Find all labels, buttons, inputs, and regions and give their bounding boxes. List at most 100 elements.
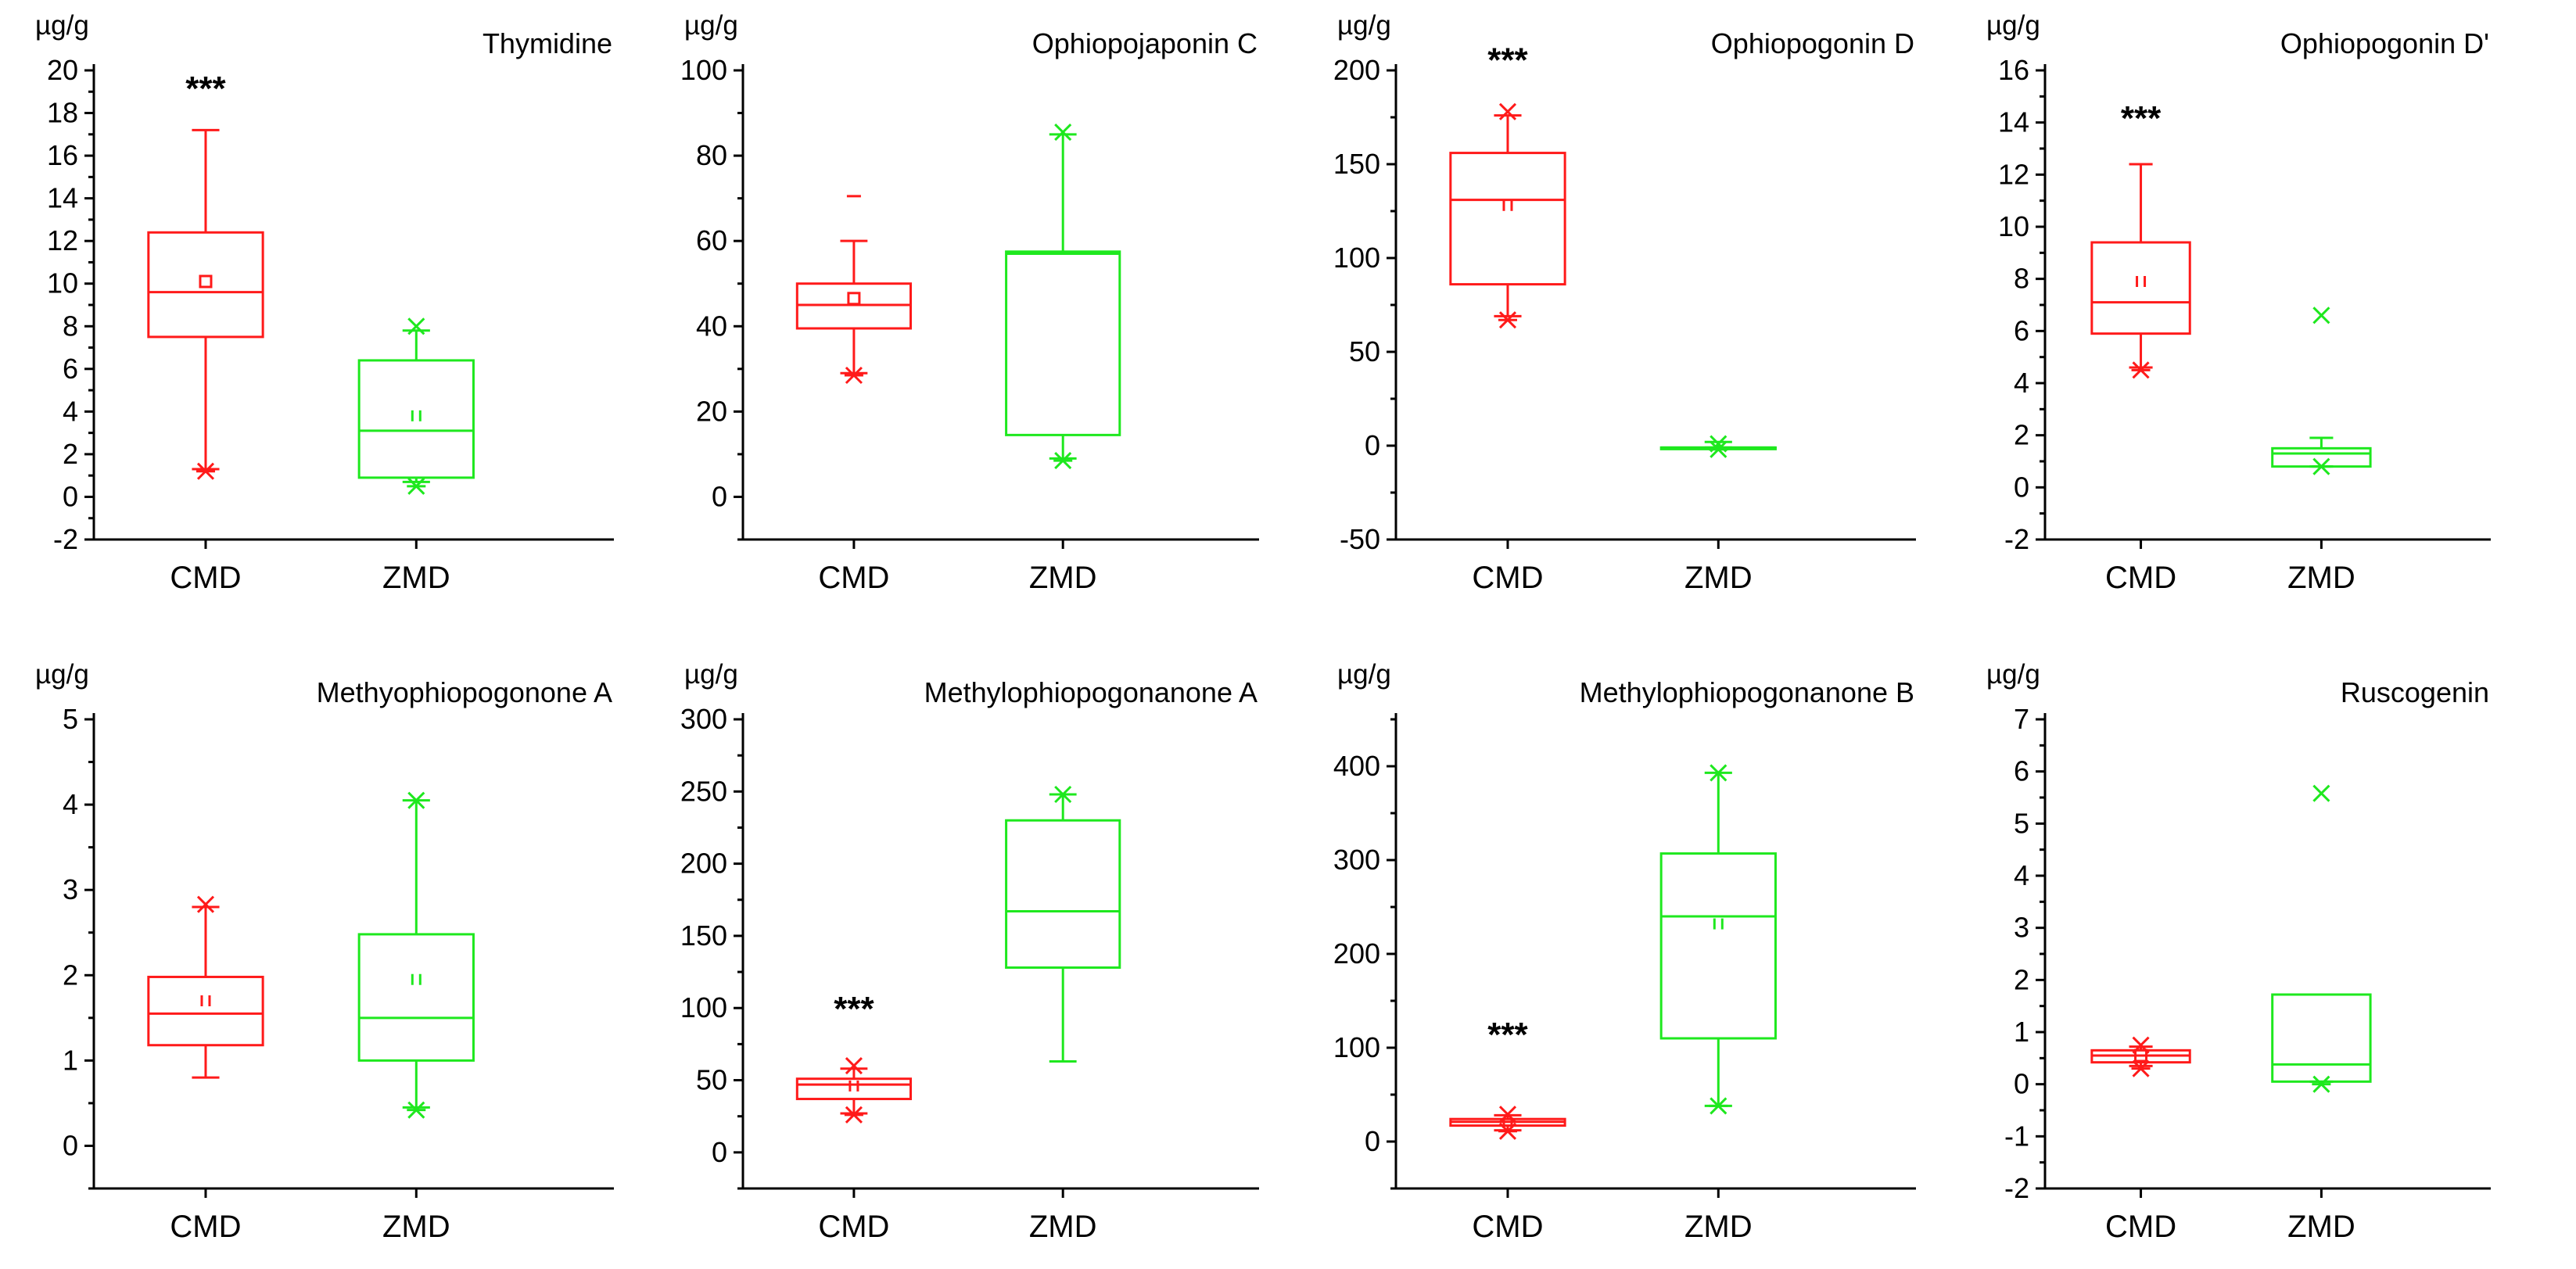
y-tick-label: 3	[63, 873, 78, 905]
significance-label: ***	[185, 70, 226, 108]
box-cmd	[1449, 1106, 1566, 1140]
box-zmd	[2271, 306, 2372, 475]
y-tick-label: 0	[1365, 1125, 1380, 1157]
chart-title: Methylophiopogonanone A	[924, 676, 1258, 708]
y-tick-label: 1	[63, 1044, 78, 1076]
y-tick-label: 4	[2014, 859, 2029, 891]
x-category-label: ZMD	[382, 561, 450, 595]
outlier-high-marker-b	[196, 895, 215, 913]
chart-title: Ruscogenin	[2341, 676, 2489, 708]
y-tick-label: 2	[2014, 963, 2029, 995]
y-tick-label: 1	[2014, 1016, 2029, 1048]
x-category-label: CMD	[1472, 1210, 1543, 1244]
outlier-high-marker-b	[1054, 785, 1072, 804]
y-tick-label: 4	[2014, 367, 2029, 399]
box-iqr	[357, 933, 475, 1062]
outlier-high-marker-b	[2132, 1036, 2150, 1054]
y-tick-label: 100	[1333, 242, 1380, 274]
box-zmd	[357, 791, 475, 1119]
box-zmd	[1659, 764, 1777, 1115]
y-tick-label: 0	[2014, 471, 2029, 503]
y-tick-label: 150	[680, 919, 727, 952]
box-zmd	[357, 317, 475, 495]
y-tick-label: -2	[2004, 1172, 2029, 1204]
box-cmd	[1449, 102, 1566, 329]
box-iqr	[795, 1077, 912, 1101]
y-tick-label: 100	[680, 54, 727, 86]
significance-label: ***	[834, 990, 874, 1028]
y-tick-label: 8	[63, 310, 78, 342]
x-category-label: ZMD	[1029, 1210, 1097, 1244]
outlier-high-marker-b	[2312, 784, 2330, 802]
y-unit-label: µg/g	[684, 10, 738, 41]
y-tick-label: 300	[680, 703, 727, 735]
chart-panel-7: µg/g Methylophiopogonanone B 0 100 200 300 400…	[1333, 659, 1916, 1244]
y-tick-label: 20	[696, 395, 727, 427]
y-tick-label: 0	[712, 1136, 727, 1168]
chart-title: Ophiopogonin D'	[2280, 27, 2489, 59]
chart-title: Ophiopojaponin C	[1032, 27, 1258, 59]
chart-panel-3: µg/g Ophiopogonin D -50 0 50 100 150 200 CMD ZMD *…	[1333, 10, 1916, 595]
y-tick-label: 40	[696, 310, 727, 342]
x-category-label: CMD	[1472, 561, 1543, 595]
x-category-label: CMD	[2105, 561, 2176, 595]
outlier-high-marker-b	[1710, 435, 1727, 453]
y-tick-label: 10	[47, 267, 78, 299]
outlier-high-marker-b	[1710, 764, 1727, 782]
x-category-label: CMD	[170, 1210, 241, 1244]
y-tick-label: 8	[2014, 263, 2029, 295]
y-tick-label: 18	[47, 97, 78, 129]
y-tick-label: 50	[1349, 335, 1380, 367]
y-unit-label: µg/g	[1986, 10, 2040, 41]
mean-marker	[2134, 1049, 2148, 1063]
x-category-label: ZMD	[1684, 1210, 1753, 1244]
y-tick-label: 4	[63, 788, 78, 820]
y-tick-label: 6	[2014, 755, 2029, 787]
box-cmd	[147, 895, 264, 1079]
mean-marker	[847, 292, 861, 306]
y-tick-label: 5	[2014, 807, 2029, 839]
box-zmd	[1005, 785, 1121, 1063]
y-tick-label: 0	[63, 1129, 78, 1161]
box-cmd	[795, 1057, 912, 1124]
y-tick-label: 14	[47, 182, 78, 214]
y-unit-label: µg/g	[1337, 10, 1391, 41]
y-tick-label: 12	[47, 224, 78, 256]
chart-title: Methylophiopogonanone B	[1580, 676, 1914, 708]
significance-label: ***	[1487, 41, 1528, 80]
x-category-label: ZMD	[1684, 561, 1753, 595]
y-tick-label: -50	[1340, 523, 1380, 555]
y-tick-label: 50	[696, 1064, 727, 1096]
chart-title: Thymidine	[483, 27, 612, 59]
chart-panel-6: µg/g Methylophiopogonanone A 0 50 100 150 200 2…	[680, 659, 1259, 1244]
chart-panel-4: µg/g Ophiopogonin D' -2 0 2 4 6 8 10 12 14 16 CMD ZMD…	[1986, 10, 2491, 595]
box-iqr	[2271, 446, 2372, 468]
y-tick-label: 2	[63, 438, 78, 470]
y-tick-label: 300	[1333, 844, 1380, 876]
y-tick-label: 2	[2014, 419, 2029, 451]
y-tick-label: 150	[1333, 148, 1380, 180]
y-tick-label: 16	[47, 139, 78, 171]
chart-panel-1: µg/g Thymidine -2 0 2 4 6 8 10 12 14 16 18 20 CMD ZMD **…	[35, 10, 614, 595]
x-category-label: CMD	[170, 561, 241, 595]
chart-title: Methyophiopogonone A	[317, 676, 612, 708]
box-iqr	[2271, 993, 2372, 1083]
y-tick-label: 7	[2014, 703, 2029, 735]
box-iqr	[1659, 852, 1777, 1040]
box-cmd	[2090, 163, 2191, 379]
box-iqr	[2090, 241, 2191, 335]
y-unit-label: µg/g	[1337, 659, 1391, 690]
chart-title: Ophiopogonin D	[1711, 27, 1914, 59]
y-tick-label: 200	[1333, 937, 1380, 970]
box-zmd	[2271, 784, 2372, 1093]
outlier-high-marker-b	[407, 791, 425, 809]
box-iqr	[1005, 819, 1121, 970]
box-iqr	[147, 231, 264, 339]
y-tick-label: 4	[63, 395, 78, 427]
significance-label: ***	[1487, 1016, 1528, 1054]
x-category-label: ZMD	[1029, 561, 1097, 595]
y-tick-label: 100	[680, 991, 727, 1023]
outlier-high-marker-b	[407, 317, 425, 335]
box-iqr	[1449, 152, 1566, 286]
y-tick-label: 5	[63, 703, 78, 735]
